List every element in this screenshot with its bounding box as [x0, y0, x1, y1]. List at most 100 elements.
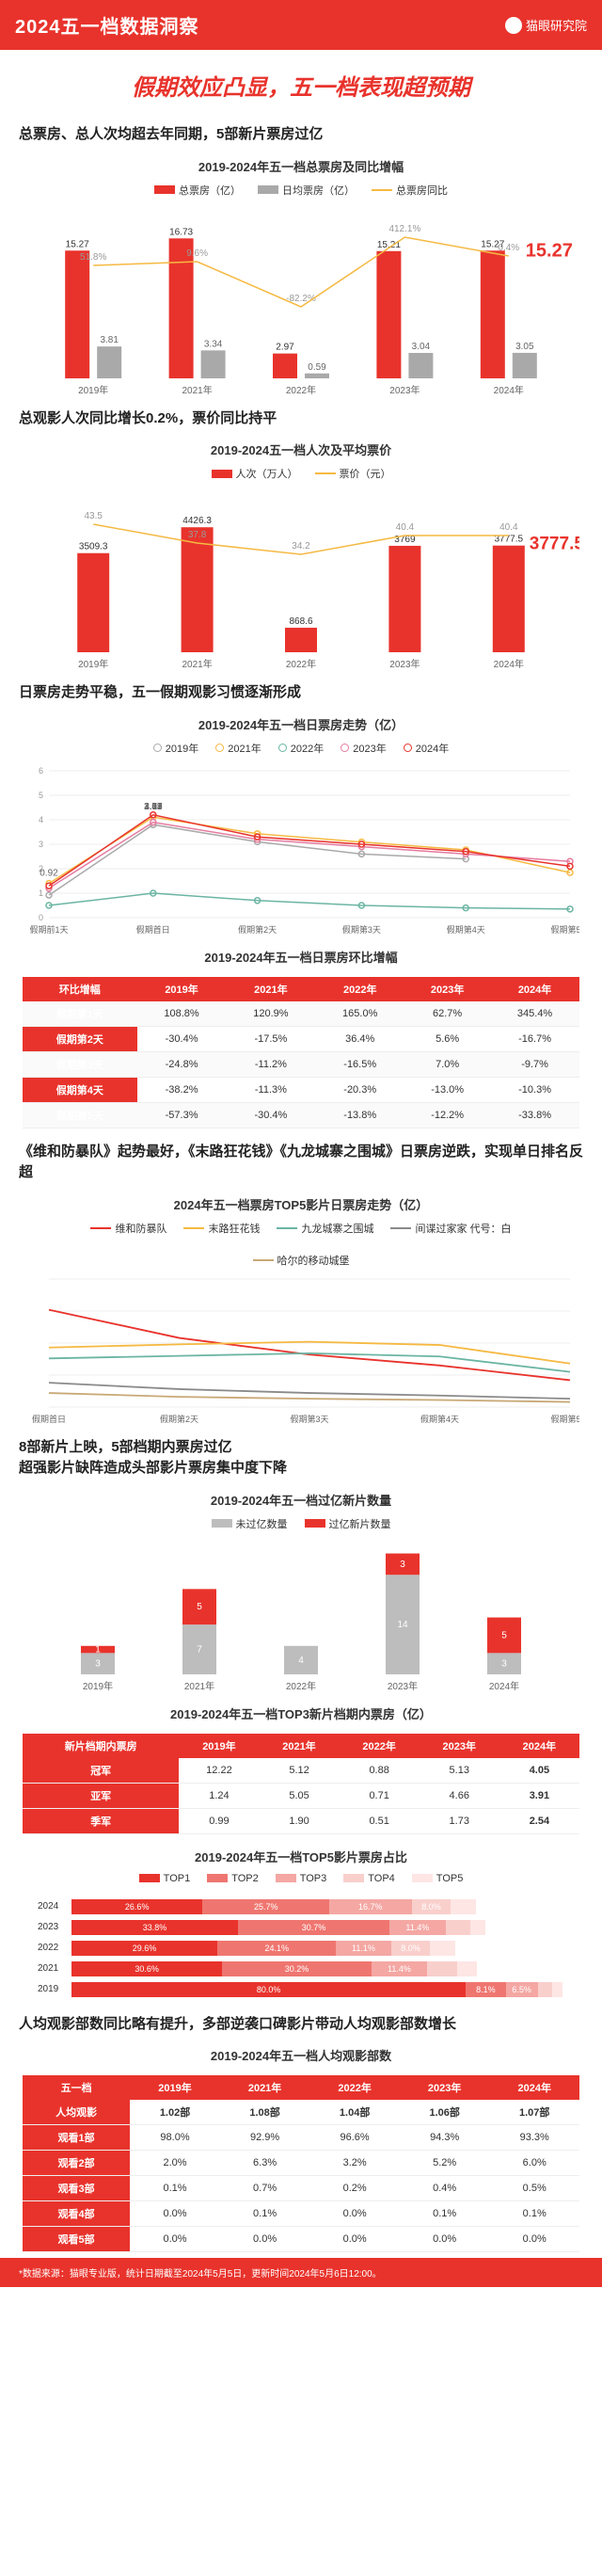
svg-text:3509.3: 3509.3 [79, 542, 108, 552]
svg-text:3.04: 3.04 [412, 341, 431, 351]
s3-title: 日票房走势平稳，五一假期观影习惯逐渐形成 [0, 675, 602, 708]
s1-chart-title: 2019-2024年五一档总票房及同比增幅 [0, 150, 602, 181]
s4-chart-title: 2024年五一档票房TOP5影片日票房走势（亿） [0, 1188, 602, 1219]
svg-text:1.84: 1.84 [144, 802, 163, 812]
svg-text:34.2: 34.2 [292, 541, 310, 552]
svg-text:假期第3天: 假期第3天 [342, 924, 381, 935]
s3t-title: 2019-2024年五一档日票房环比增幅 [0, 940, 602, 971]
svg-text:412.1%: 412.1% [388, 224, 420, 234]
s5-table: 新片档期内票房2019年2021年2022年2023年2024年冠军12.225… [23, 1734, 579, 1834]
svg-text:37.8: 37.8 [188, 530, 207, 540]
s2-legend: 人次（万人） 票价（元） [0, 464, 602, 487]
svg-text:0.92: 0.92 [40, 868, 58, 878]
hero-headline: 假期效应凸显，五一档表现超预期 [0, 50, 602, 117]
s5-legend: 未过亿数量 过亿新片数量 [0, 1514, 602, 1537]
leg-box-icon [212, 470, 232, 478]
svg-text:2024年: 2024年 [489, 1680, 519, 1692]
s5-title: 8部新片上映，5部档期内票房过亿 超强影片缺阵造成头部影片票房集中度下降 [0, 1430, 602, 1483]
svg-text:9.6%: 9.6% [186, 248, 208, 259]
svg-text:假期第2天: 假期第2天 [238, 924, 277, 935]
svg-text:5: 5 [39, 791, 43, 800]
s6-chart: 202426.6%25.7%16.7%8.0%202333.8%30.7%11.… [0, 1890, 602, 2007]
s1-title: 总票房、总人次均超去年同期，5部新片票房过亿 [0, 117, 602, 150]
svg-text:2023年: 2023年 [388, 1680, 418, 1692]
s5-chart-title: 2019-2024年五一档过亿新片数量 [0, 1483, 602, 1514]
s1-legend: 总票房（亿） 日均票房（亿） 总票房同比 [0, 181, 602, 203]
s2-chart-title: 2019-2024五一档人次及平均票价 [0, 433, 602, 464]
leg-box-icon [154, 185, 175, 194]
svg-text:3: 3 [39, 840, 43, 849]
svg-text:2021年: 2021年 [182, 384, 212, 396]
s3-chart-title: 2019-2024年五一档日票房走势（亿） [0, 708, 602, 739]
svg-text:2019年: 2019年 [83, 1680, 113, 1692]
leg-label: 票价（元） [340, 466, 391, 481]
leg-label: 过亿新片数量 [329, 1516, 391, 1531]
svg-text:6: 6 [39, 766, 43, 776]
s6-legend: TOP1TOP2TOP3TOP4TOP5 [0, 1871, 602, 1890]
svg-text:40.4: 40.4 [499, 522, 518, 533]
s5t-title: 2019-2024年五一档TOP3新片档期内票房（亿） [0, 1697, 602, 1728]
svg-text:7: 7 [197, 1644, 202, 1655]
leg-label: 总票房同比 [396, 183, 448, 198]
svg-text:1: 1 [39, 888, 43, 898]
svg-text:2023年: 2023年 [389, 384, 420, 396]
svg-text:4: 4 [39, 815, 43, 824]
s7-title: 人均观影部数同比略有提升，多部逆袭口碑影片带动人均观影部数增长 [0, 2007, 602, 2040]
svg-text:2021年: 2021年 [182, 658, 212, 670]
svg-text:2023年: 2023年 [389, 658, 420, 670]
svg-text:2024年: 2024年 [494, 384, 524, 396]
s3-table: 环比增幅2019年2021年2022年2023年2024年假期第1天108.8%… [23, 977, 579, 1128]
svg-text:假期首日: 假期首日 [32, 1414, 66, 1424]
header-logo: 猫眼研究院 [505, 16, 587, 34]
leg-box-icon [305, 1519, 325, 1528]
svg-text:4426.3: 4426.3 [182, 516, 212, 526]
svg-text:2021年: 2021年 [184, 1680, 214, 1692]
s7-chart-title: 2019-2024年五一档人均观影部数 [0, 2039, 602, 2070]
s3-chart: 0123456假期前1天假期首日假期第2天假期第3天假期第4天假期第5天0.92… [0, 761, 602, 940]
s2-title: 总观影人次同比增长0.2%，票价同比持平 [0, 401, 602, 434]
svg-text:0.59: 0.59 [308, 361, 326, 372]
svg-text:假期前1天: 假期前1天 [29, 924, 68, 935]
leg-box-icon [258, 185, 278, 194]
svg-text:1: 1 [95, 1644, 101, 1655]
s6-title: 2019-2024年五一档TOP5影片票房占比 [0, 1840, 602, 1871]
s4-title: 《维和防暴队》起势最好，《末路狂花钱》《九龙城寨之围城》日票房逆跌，实现单日排名… [0, 1134, 602, 1188]
svg-text:假期第5天: 假期第5天 [550, 924, 579, 935]
s4-legend: 维和防暴队末路狂花钱九龙城寨之围城间谍过家家 代号：白哈尔的移动城堡 [0, 1219, 602, 1270]
leg-label: 未过亿数量 [236, 1516, 288, 1531]
svg-text:2019年: 2019年 [78, 658, 108, 670]
svg-text:51.8%: 51.8% [80, 252, 106, 263]
svg-text:假期第3天: 假期第3天 [290, 1414, 328, 1424]
svg-text:假期第2天: 假期第2天 [160, 1414, 198, 1424]
leg-label: 日均票房（亿） [282, 183, 355, 198]
s4-chart: 假期首日 假期第2天 假期第3天 假期第4天 假期第5天 [0, 1270, 602, 1430]
leg-label: 总票房（亿） [179, 183, 241, 198]
svg-text:2022年: 2022年 [286, 1680, 316, 1692]
svg-text:假期第4天: 假期第4天 [420, 1414, 459, 1424]
svg-text:2022年: 2022年 [286, 658, 316, 670]
s7-table: 五一档2019年2021年2022年2023年2024年人均观影1.02部1.0… [23, 2075, 579, 2252]
leg-line-icon [372, 189, 392, 191]
svg-text:假期首日: 假期首日 [136, 924, 170, 935]
svg-text:43.5: 43.5 [84, 511, 103, 521]
header: 2024五一档数据洞察 猫眼研究院 [0, 0, 602, 50]
s2-chart: 3509.3 2019年 43.5 4426.3 2021年 37.8 868.6 2022年… [0, 487, 602, 675]
svg-text:假期第5天: 假期第5天 [550, 1414, 579, 1424]
svg-text:3777.5: 3777.5 [530, 535, 579, 554]
s1-chart: 15.273.812019年51.8%16.733.342021年9.6%2.9… [0, 203, 602, 401]
svg-text:3.05: 3.05 [515, 341, 534, 351]
svg-text:假期第4天: 假期第4天 [447, 924, 485, 935]
svg-text:5: 5 [501, 1630, 507, 1640]
header-title: 2024五一档数据洞察 [15, 11, 199, 39]
svg-text:3.34: 3.34 [204, 339, 223, 349]
svg-text:5: 5 [197, 1602, 202, 1612]
svg-text:0.4%: 0.4% [498, 243, 519, 253]
leg-line-icon [315, 472, 336, 474]
leg-label: 人次（万人） [236, 466, 298, 481]
svg-text:4: 4 [298, 1655, 304, 1665]
svg-text:0: 0 [39, 913, 43, 922]
svg-text:2024年: 2024年 [494, 658, 524, 670]
svg-text:15.27: 15.27 [526, 240, 573, 261]
svg-text:868.6: 868.6 [289, 616, 312, 627]
footer: *数据来源：猫眼专业版，统计日期截至2024年5月5日，更新时间2024年5月6… [0, 2258, 602, 2287]
